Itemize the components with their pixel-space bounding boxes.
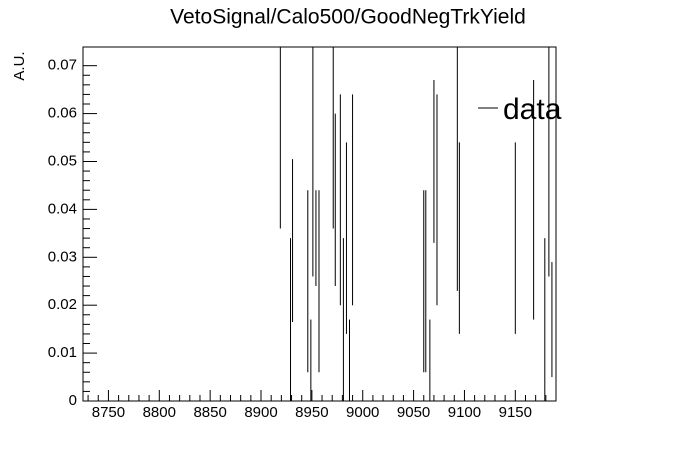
y-tick-label: 0.04 bbox=[48, 200, 77, 217]
y-tick-label: 0.07 bbox=[48, 57, 77, 74]
y-tick-label: 0.01 bbox=[48, 344, 77, 361]
x-tick-label: 8800 bbox=[143, 404, 176, 421]
x-tick-label: 9000 bbox=[346, 404, 379, 421]
x-tick-label: 8750 bbox=[92, 404, 125, 421]
chart-title: VetoSignal/Calo500/GoodNegTrkYield bbox=[170, 6, 526, 29]
y-tick-label: 0 bbox=[69, 392, 77, 409]
y-tick-label: 0.02 bbox=[48, 296, 77, 313]
y-tick-label: 0.05 bbox=[48, 152, 77, 169]
x-tick-label: 8950 bbox=[295, 404, 328, 421]
y-tick-label: 0.06 bbox=[48, 105, 77, 122]
x-tick-label: 9050 bbox=[397, 404, 430, 421]
plot-frame bbox=[82, 46, 557, 402]
x-tick-label: 8850 bbox=[193, 404, 226, 421]
y-axis-label: A.U. bbox=[11, 51, 28, 80]
x-tick-label: 9100 bbox=[448, 404, 481, 421]
y-tick-label: 0.03 bbox=[48, 248, 77, 265]
x-tick-label: 9150 bbox=[499, 404, 532, 421]
legend-label: data bbox=[503, 93, 562, 126]
data-marks bbox=[279, 47, 553, 401]
x-tick-label: 8900 bbox=[244, 404, 277, 421]
